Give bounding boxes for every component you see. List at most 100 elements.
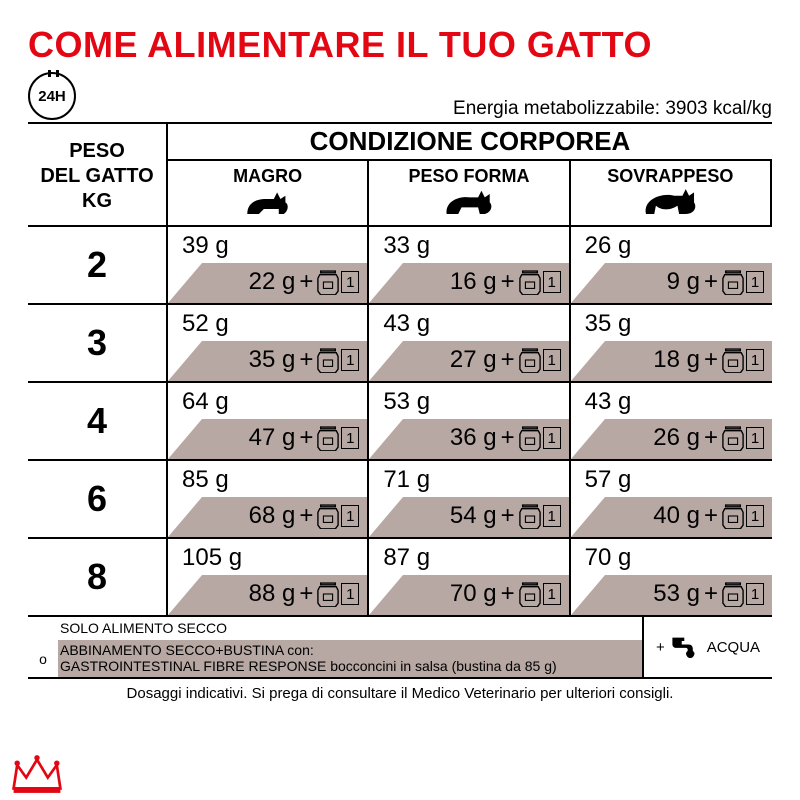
pouch-count: 1 [746,583,764,605]
crown-logo-icon [10,752,64,796]
plus-sign: + [656,639,665,656]
pouch-icon [317,581,339,607]
mix-amount: 18 g+1 [571,341,772,381]
pouch-count: 1 [543,271,561,293]
mix-amount: 88 g+1 [168,575,369,615]
dry-amount: 87 g [369,537,570,575]
mix-amount: 40 g+1 [571,497,772,537]
pouch-count: 1 [746,427,764,449]
disclaimer: Dosaggi indicativi. Si prega di consulta… [28,685,772,702]
mix-grams: 68 g [249,502,296,530]
mix-grams: 40 g [653,502,700,530]
header-peso-l2: DEL GATTO [40,164,153,189]
dry-amount: 26 g [571,225,772,263]
pouch-icon [317,269,339,295]
mix-grams: 36 g [450,424,497,452]
pouch-icon [317,503,339,529]
header-col: PESO FORMA [369,161,570,225]
plus-sign: + [299,580,313,608]
header-peso: PESO DEL GATTO KG [28,124,168,225]
mix-grams: 88 g [249,580,296,608]
mix-amount: 9 g+1 [571,263,772,303]
header-col: SOVRAPPESO [571,161,772,225]
cat-overweight-icon [641,189,699,219]
mix-amount: 27 g+1 [369,341,570,381]
pouch-icon [722,425,744,451]
mix-amount: 54 g+1 [369,497,570,537]
weight-cell: 6 [28,459,168,537]
mix-grams: 35 g [249,346,296,374]
mix-amount: 47 g+1 [168,419,369,459]
plus-sign: + [704,424,718,452]
mix-grams: 54 g [450,502,497,530]
header-peso-l1: PESO [69,139,125,164]
cat-normal-icon [440,189,498,219]
pouch-icon [519,425,541,451]
pouch-count: 1 [543,427,561,449]
dry-amount: 53 g [369,381,570,419]
pouch-count: 1 [543,349,561,371]
page-title: COME ALIMENTARE IL TUO GATTO [28,24,772,66]
plus-sign: + [501,580,515,608]
dry-amount: 39 g [168,225,369,263]
plus-sign: + [501,346,515,374]
pouch-icon [519,581,541,607]
energy-row: 24H Energia metabolizzabile: 3903 kcal/k… [28,72,772,124]
page: COME ALIMENTARE IL TUO GATTO 24H Energia… [0,0,800,800]
plus-sign: + [501,424,515,452]
header-col-label: MAGRO [233,166,302,187]
pouch-icon [722,503,744,529]
dry-amount: 64 g [168,381,369,419]
pouch-icon [519,503,541,529]
dry-amount: 33 g [369,225,570,263]
pouch-count: 1 [341,505,359,527]
pouch-icon [722,347,744,373]
plus-sign: + [704,346,718,374]
header-col-label: PESO FORMA [408,166,529,187]
mix-grams: 22 g [249,268,296,296]
pouch-count: 1 [341,583,359,605]
dry-amount: 35 g [571,303,772,341]
pouch-icon [317,425,339,451]
footer-mix-l2: GASTROINTESTINAL FIBRE RESPONSE bocconci… [60,658,557,674]
plus-sign: + [501,502,515,530]
plus-sign: + [299,424,313,452]
mix-grams: 47 g [249,424,296,452]
dry-amount: 70 g [571,537,772,575]
pouch-count: 1 [543,583,561,605]
water-tap-icon [669,632,703,662]
footer-legend: o SOLO ALIMENTO SECCO + ACQUA ABBINAMENT… [28,617,772,679]
dry-amount: 52 g [168,303,369,341]
dry-amount: 105 g [168,537,369,575]
dry-amount: 85 g [168,459,369,497]
pouch-count: 1 [543,505,561,527]
mix-amount: 35 g+1 [168,341,369,381]
pouch-icon [722,269,744,295]
header-col-label: SOVRAPPESO [607,166,733,187]
pouch-count: 1 [746,271,764,293]
mix-amount: 16 g+1 [369,263,570,303]
plus-sign: + [501,268,515,296]
plus-sign: + [704,268,718,296]
feeding-table: PESO DEL GATTO KG CONDIZIONE CORPOREA MA… [28,124,772,617]
pouch-count: 1 [746,349,764,371]
footer-water: + ACQUA [642,617,772,677]
header-peso-l3: KG [82,189,112,214]
header-condizione: CONDIZIONE CORPOREA [168,124,772,161]
mix-grams: 9 g [667,268,700,296]
cat-thin-icon [239,189,297,219]
plus-sign: + [299,502,313,530]
pouch-count: 1 [746,505,764,527]
weight-cell: 4 [28,381,168,459]
mix-grams: 70 g [450,580,497,608]
mix-grams: 27 g [450,346,497,374]
plus-sign: + [299,346,313,374]
clock-24h-icon: 24H [28,72,76,120]
mix-grams: 53 g [653,580,700,608]
footer-or: o [28,617,58,677]
footer-dry-only: SOLO ALIMENTO SECCO [58,617,642,638]
header-col: MAGRO [168,161,369,225]
mix-grams: 26 g [653,424,700,452]
plus-sign: + [704,502,718,530]
pouch-count: 1 [341,349,359,371]
